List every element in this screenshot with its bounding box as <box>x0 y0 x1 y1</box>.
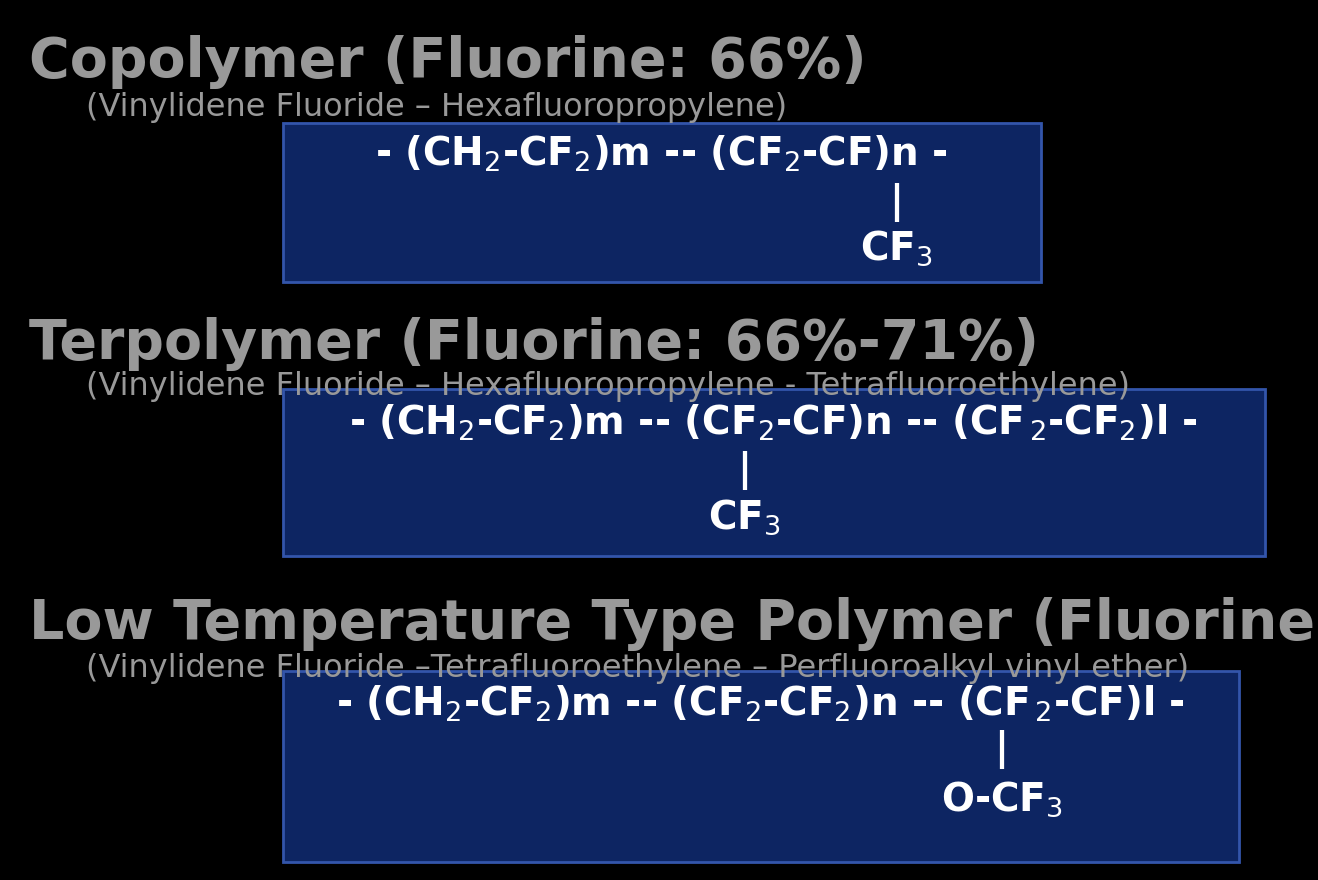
Text: CF$_3$: CF$_3$ <box>859 229 933 268</box>
Text: - (CH$_2$-CF$_2$)m -- (CF$_2$-CF)n -- (CF$_{\,2}$-CF$_2$)l -: - (CH$_2$-CF$_2$)m -- (CF$_2$-CF)n -- (C… <box>349 402 1198 443</box>
Text: |: | <box>890 183 903 222</box>
FancyBboxPatch shape <box>283 671 1239 862</box>
Text: - (CH$_2$-CF$_2$)m -- (CF$_2$-CF$_2$)n -- (CF$_{\,2}$-CF)l -: - (CH$_2$-CF$_2$)m -- (CF$_2$-CF$_2$)n -… <box>336 684 1185 724</box>
Text: Low Temperature Type Polymer (Fluorine 64%-67%): Low Temperature Type Polymer (Fluorine 6… <box>29 597 1318 650</box>
Text: - (CH$_2$-CF$_2$)m -- (CF$_2$-CF)n -: - (CH$_2$-CF$_2$)m -- (CF$_2$-CF)n - <box>376 134 948 174</box>
Text: |: | <box>995 730 1008 769</box>
Text: CF$_3$: CF$_3$ <box>708 498 782 537</box>
Text: |: | <box>738 451 751 490</box>
Text: (Vinylidene Fluoride – Hexafluoropropylene): (Vinylidene Fluoride – Hexafluoropropyle… <box>86 92 787 123</box>
Text: O-CF$_3$: O-CF$_3$ <box>941 780 1062 818</box>
Text: Terpolymer (Fluorine: 66%-71%): Terpolymer (Fluorine: 66%-71%) <box>29 317 1039 370</box>
Text: Copolymer (Fluorine: 66%): Copolymer (Fluorine: 66%) <box>29 35 867 89</box>
Text: (Vinylidene Fluoride –Tetrafluoroethylene – Perfluoroalkyl vinyl ether): (Vinylidene Fluoride –Tetrafluoroethylen… <box>86 653 1189 684</box>
FancyBboxPatch shape <box>283 123 1041 282</box>
Text: (Vinylidene Fluoride – Hexafluoropropylene - Tetrafluoroethylene): (Vinylidene Fluoride – Hexafluoropropyle… <box>86 371 1130 402</box>
FancyBboxPatch shape <box>283 389 1265 556</box>
